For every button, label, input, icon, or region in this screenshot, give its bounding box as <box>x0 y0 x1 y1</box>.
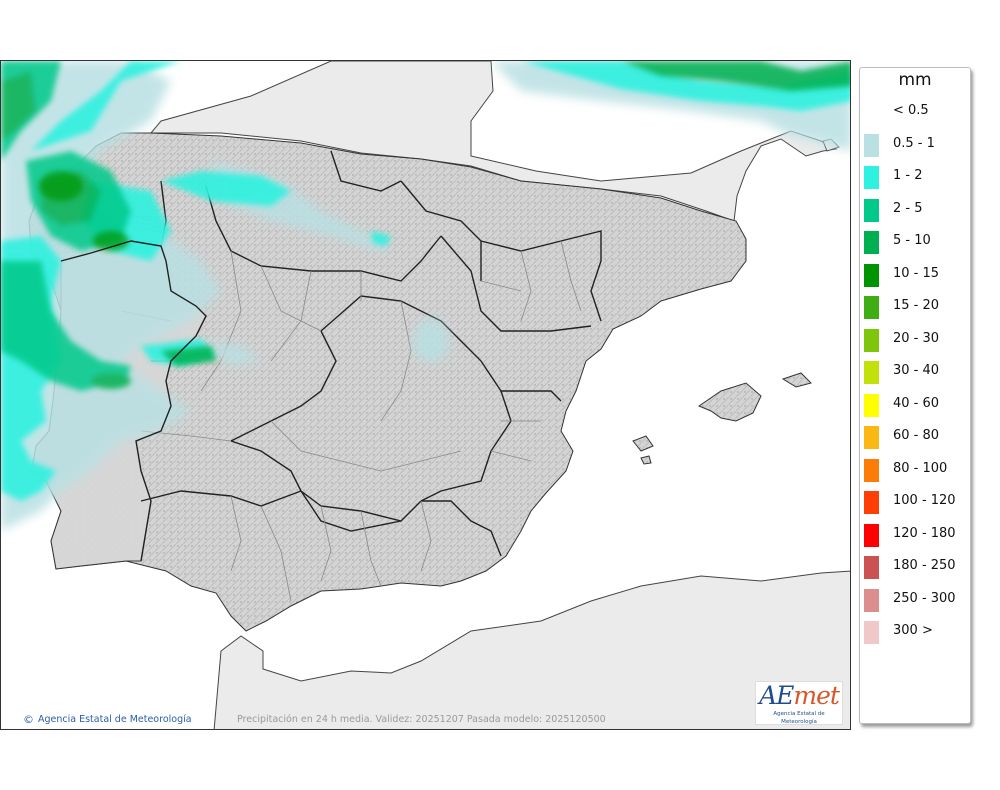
legend-item: 180 - 250 <box>864 553 968 579</box>
legend-label: 100 - 120 <box>893 493 956 508</box>
legend-item: 30 - 40 <box>864 358 968 384</box>
legend-label: 120 - 180 <box>893 525 956 541</box>
legend-item: 15 - 20 <box>864 293 968 319</box>
legend-swatch <box>864 296 879 319</box>
legend-label: 0.5 - 1 <box>893 135 935 151</box>
legend-item: 40 - 60 <box>864 391 968 417</box>
aemet-logo: AEmet Agencia Estatal de Meteorología <box>755 681 843 725</box>
legend-swatch <box>864 198 879 222</box>
legend-swatch <box>864 101 879 124</box>
precipitation-map: © Agencia Estatal de Meteorología Precip… <box>0 60 851 730</box>
legend-label: 80 - 100 <box>893 460 948 476</box>
legend-item: 250 - 300 <box>864 586 968 612</box>
africa-land <box>213 570 850 729</box>
legend-label: 5 - 10 <box>893 233 931 248</box>
legend-label: 20 - 30 <box>893 330 940 346</box>
balearic-islands <box>632 372 812 465</box>
portugal-spain-border <box>60 240 207 562</box>
legend-label: 15 - 20 <box>893 298 940 313</box>
legend-item: 100 - 120 <box>864 488 968 514</box>
legend-item: 120 - 180 <box>864 521 968 547</box>
map-caption: Precipitación en 24 h media. Validez: 20… <box>237 714 606 725</box>
legend-swatch <box>864 458 879 482</box>
legend-label: 60 - 80 <box>893 428 940 443</box>
legend-label: 2 - 5 <box>893 200 923 216</box>
legend-unit: mm <box>898 70 932 90</box>
legend-item: < 0.5 <box>864 98 968 124</box>
legend-swatch <box>864 231 879 254</box>
legend-item: 60 - 80 <box>864 423 968 449</box>
legend-swatch <box>864 263 879 287</box>
precipitation-field <box>1 61 850 531</box>
legend-swatch <box>864 621 879 644</box>
legend-label: 180 - 250 <box>893 558 956 573</box>
legend-label: 30 - 40 <box>893 363 940 378</box>
legend-item: 2 - 5 <box>864 196 968 222</box>
legend-label: 250 - 300 <box>893 590 956 606</box>
legend-item: 20 - 30 <box>864 326 968 352</box>
legend-swatch <box>864 556 879 579</box>
legend-swatch <box>864 166 879 189</box>
legend-swatch <box>864 328 879 352</box>
legend-swatch <box>864 588 879 612</box>
legend-swatch <box>864 491 879 514</box>
legend-swatch <box>864 393 879 417</box>
legend-label: 10 - 15 <box>893 265 940 281</box>
legend-label: 300 > <box>893 623 933 638</box>
copyright-text: Agencia Estatal de Meteorología <box>38 714 192 725</box>
copyright-notice: © Agencia Estatal de Meteorología <box>23 713 192 726</box>
legend-item: 1 - 2 <box>864 163 968 189</box>
france-land <box>149 61 838 222</box>
legend-swatch <box>864 426 879 449</box>
legend-swatch <box>864 133 879 157</box>
legend-item: 80 - 100 <box>864 456 968 482</box>
legend-item: 5 - 10 <box>864 228 968 254</box>
legend-item: 10 - 15 <box>864 261 968 287</box>
legend-swatch <box>864 361 879 384</box>
legend-label: 40 - 60 <box>893 395 940 411</box>
legend-swatch <box>864 523 879 547</box>
legend-item: 0.5 - 1 <box>864 131 968 157</box>
legend-label: < 0.5 <box>893 103 929 118</box>
legend-label: 1 - 2 <box>893 168 923 183</box>
precipitation-legend: mm < 0.5 0.5 - 1 1 - 2 2 - 5 5 - 10 10 - 15 15… <box>859 67 971 724</box>
map-canvas <box>1 61 850 729</box>
legend-item: 300 > <box>864 618 968 644</box>
copyright-icon: © <box>23 713 34 726</box>
